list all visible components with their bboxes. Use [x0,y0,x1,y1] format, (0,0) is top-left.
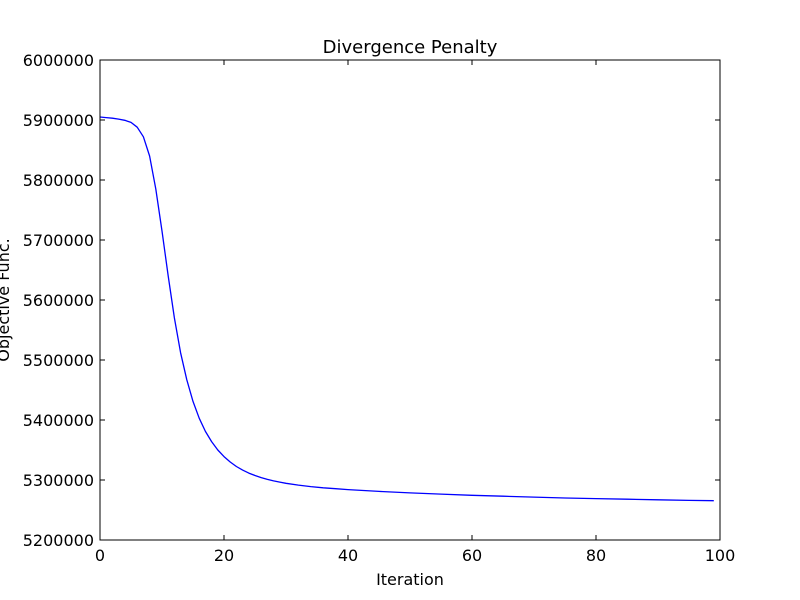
x-tick-label: 0 [95,546,105,565]
y-tick-label: 6000000 [23,51,94,70]
y-tick-label: 5500000 [23,351,94,370]
x-tick-label: 80 [586,546,606,565]
x-tick-label: 40 [338,546,358,565]
y-axis-label: Objective Func. [0,238,13,361]
x-tick-label: 100 [705,546,736,565]
x-axis-label: Iteration [376,570,444,589]
y-tick-label: 5300000 [23,471,94,490]
y-tick-label: 5700000 [23,231,94,250]
x-tick-label: 60 [462,546,482,565]
x-tick-label: 20 [214,546,234,565]
ticks-layer: 0 20 40 60 80 100 5200000 5300000 5400000 5500000… [23,51,736,565]
plot-frame [99,59,721,541]
y-tick-label: 5200000 [23,531,94,550]
y-tick-label: 5400000 [23,411,94,430]
y-tick-label: 5800000 [23,171,94,190]
series-layer [99,116,714,502]
y-tick-label: 5600000 [23,291,94,310]
series-line [99,116,714,502]
chart-title: Divergence Penalty [323,37,498,58]
y-tick-label: 5900000 [23,111,94,130]
